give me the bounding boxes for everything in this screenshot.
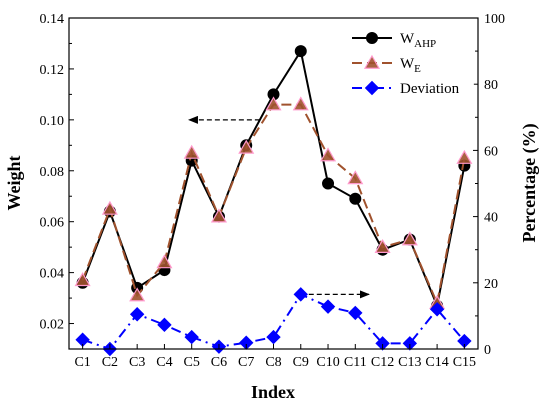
x-tick-label: C9 — [293, 355, 309, 370]
x-tick-label: C6 — [211, 355, 227, 370]
series-line — [81, 103, 466, 307]
data-point — [293, 287, 308, 302]
y-left-tick-label: 0.06 — [40, 216, 65, 231]
data-point — [401, 231, 418, 246]
x-tick-label: C7 — [238, 355, 254, 370]
x-tick-label: C4 — [156, 355, 172, 370]
annotations-layer — [187, 115, 370, 299]
data-point — [238, 139, 255, 154]
x-tick-label: C10 — [316, 355, 339, 370]
x-tick-label: C12 — [371, 355, 394, 370]
y-axis-right-title: Percentage (%) — [519, 123, 540, 242]
data-point — [210, 208, 228, 223]
axes-layer: C1 C2 C3 C4 C5 C6 C7 C8 C9 C10 C11 C12 C13 C14 C15 0.02… — [40, 12, 506, 370]
y-right-tick-label: 100 — [484, 12, 505, 27]
data-point — [265, 96, 282, 111]
series-line — [82, 293, 466, 351]
data-point — [320, 299, 336, 314]
x-tick-label: C11 — [344, 355, 367, 370]
legend-marker — [366, 32, 378, 44]
data-point — [319, 147, 337, 162]
legend-label-subscript: AHP — [414, 38, 436, 50]
y-left-tick-label: 0.04 — [40, 267, 65, 282]
y-right-tick-label: 60 — [484, 144, 498, 159]
data-point — [402, 336, 418, 351]
x-tick-label: C13 — [398, 355, 421, 370]
data-point — [183, 144, 200, 159]
legend-label: Deviation — [400, 81, 460, 97]
y-right-tick-label: 80 — [484, 78, 498, 93]
x-tick-label: C2 — [102, 355, 118, 370]
series-layer — [74, 45, 473, 357]
x-tick-label: C14 — [425, 355, 448, 370]
data-point — [157, 317, 172, 333]
y-left-tick-label: 0.02 — [40, 318, 65, 333]
x-tick-label: C15 — [453, 355, 476, 370]
series-2 — [75, 287, 472, 357]
x-axis-title: Index — [251, 382, 295, 402]
data-point — [322, 177, 335, 190]
legend-label-subscript: E — [414, 63, 421, 75]
data-point — [129, 287, 146, 302]
legend-item: Deviation — [352, 80, 460, 97]
x-tick-label: C1 — [74, 355, 90, 370]
data-point — [129, 307, 145, 322]
data-point — [374, 238, 391, 254]
y-left-tick-label: 0.08 — [40, 165, 65, 180]
series-1 — [74, 96, 473, 310]
data-point — [456, 149, 473, 164]
data-point — [184, 329, 199, 345]
data-point — [375, 336, 390, 351]
data-point — [348, 305, 363, 321]
data-point — [74, 272, 91, 287]
data-point — [101, 200, 118, 215]
x-tick-label: C5 — [184, 355, 200, 370]
data-point — [292, 96, 309, 111]
y-left-tick-label: 0.10 — [40, 114, 65, 129]
data-point — [266, 329, 281, 345]
x-tick-label: C3 — [129, 355, 145, 370]
y-right-tick-label: 20 — [484, 277, 498, 292]
legend-marker — [363, 54, 381, 69]
data-point — [156, 254, 173, 269]
y-axis-left-title: Weight — [4, 155, 24, 210]
y-left-tick-label: 0.12 — [40, 63, 65, 78]
y-right-tick-label: 40 — [484, 211, 498, 226]
data-point — [349, 192, 362, 205]
y-right-tick-label: 0 — [484, 343, 491, 358]
data-point — [429, 302, 445, 317]
data-point — [294, 45, 307, 58]
data-point — [347, 170, 364, 185]
y-left-tick-label: 0.14 — [40, 12, 65, 27]
x-tick-label: C8 — [265, 355, 281, 370]
legend-marker — [364, 80, 380, 96]
